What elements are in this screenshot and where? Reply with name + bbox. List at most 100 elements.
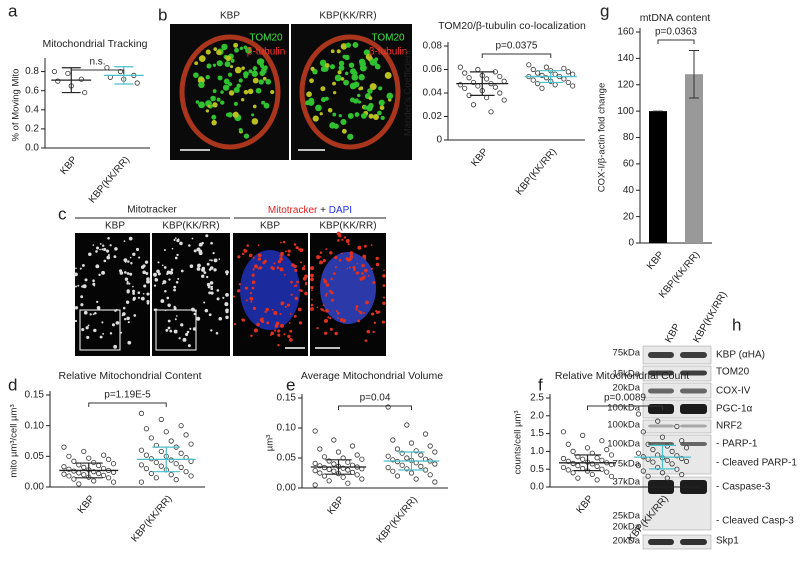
data-point bbox=[570, 470, 576, 476]
data-point bbox=[608, 473, 615, 479]
mito-signal bbox=[106, 255, 111, 260]
mito-signal bbox=[225, 55, 232, 62]
data-point bbox=[66, 466, 72, 472]
mito-signal bbox=[359, 86, 364, 91]
mito-signal bbox=[334, 74, 342, 82]
mito-signal bbox=[322, 304, 325, 307]
data-point bbox=[457, 64, 463, 70]
data-point bbox=[640, 468, 646, 474]
mito-signal bbox=[132, 298, 136, 301]
y-tick-label: 160 bbox=[617, 27, 634, 38]
data-point bbox=[158, 463, 164, 469]
mito-signal bbox=[99, 335, 103, 339]
y-tick-label: 0 bbox=[436, 135, 442, 146]
mito-signal bbox=[327, 316, 330, 319]
mito-signal bbox=[355, 308, 358, 311]
data-point bbox=[317, 463, 323, 469]
data-point bbox=[599, 457, 605, 463]
y-tick-label: 0.05 bbox=[277, 453, 297, 464]
mito-signal bbox=[348, 266, 351, 269]
panel-label: c bbox=[58, 204, 67, 223]
mito-signal bbox=[363, 312, 365, 314]
mito-signal bbox=[218, 316, 223, 321]
data-point bbox=[408, 440, 415, 446]
data-point bbox=[143, 426, 150, 432]
data-point bbox=[664, 475, 670, 481]
data-point bbox=[66, 473, 72, 479]
mito-signal bbox=[193, 249, 197, 253]
data-point bbox=[188, 473, 194, 479]
mito-signal bbox=[332, 81, 336, 86]
data-point bbox=[51, 68, 58, 75]
data-point bbox=[635, 463, 642, 469]
mito-signal bbox=[201, 274, 205, 278]
data-point bbox=[105, 475, 112, 481]
data-point bbox=[543, 75, 549, 81]
data-point bbox=[71, 476, 77, 482]
mito-signal bbox=[132, 292, 135, 295]
mito-signal bbox=[367, 274, 370, 277]
mito-signal bbox=[288, 322, 291, 324]
mito-signal bbox=[220, 100, 225, 105]
mito-signal bbox=[127, 340, 132, 345]
data-point bbox=[326, 458, 332, 464]
mito-signal bbox=[210, 291, 214, 295]
mito-signal bbox=[109, 244, 112, 247]
mito-signal bbox=[154, 278, 157, 280]
data-point bbox=[168, 472, 174, 478]
mito-signal bbox=[222, 296, 225, 299]
mito-signal bbox=[311, 298, 313, 301]
data-point bbox=[492, 84, 499, 90]
mito-signal bbox=[310, 277, 314, 282]
mito-signal bbox=[223, 78, 230, 85]
mito-signal bbox=[189, 264, 194, 269]
mito-signal bbox=[323, 310, 325, 312]
data-point bbox=[560, 464, 567, 471]
group-label: Mitotracker + DAPI bbox=[268, 205, 352, 216]
mito-signal bbox=[164, 289, 167, 293]
mito-signal bbox=[212, 63, 217, 67]
mito-signal bbox=[118, 269, 123, 273]
data-point bbox=[153, 475, 159, 481]
data-point bbox=[501, 78, 507, 84]
x-tick-label: KBP bbox=[469, 146, 491, 169]
mito-signal bbox=[378, 86, 383, 91]
mito-signal bbox=[320, 308, 323, 310]
data-point bbox=[470, 102, 477, 108]
data-point bbox=[143, 452, 150, 458]
data-point bbox=[526, 62, 532, 68]
mito-signal bbox=[107, 254, 110, 257]
mito-signal bbox=[196, 316, 201, 321]
chart-title: Relative Mitochondrial Count bbox=[555, 370, 689, 382]
mito-signal bbox=[129, 256, 132, 259]
mito-signal bbox=[221, 43, 228, 51]
y-tick-label: 0.0 bbox=[25, 143, 39, 154]
data-point bbox=[664, 457, 670, 463]
mito-signal bbox=[107, 236, 110, 240]
mito-signal bbox=[265, 78, 272, 85]
data-point bbox=[594, 477, 600, 483]
mito-signal bbox=[315, 104, 322, 112]
data-point bbox=[404, 466, 410, 472]
stain-label: β-tubulin bbox=[369, 47, 408, 58]
blot-band bbox=[680, 442, 707, 446]
significance-bracket bbox=[481, 53, 552, 58]
bar bbox=[685, 74, 703, 243]
mito-signal bbox=[310, 273, 314, 278]
mito-signal bbox=[225, 293, 229, 297]
error-bar bbox=[649, 444, 676, 470]
mito-signal bbox=[369, 58, 377, 66]
mito-signal bbox=[347, 133, 354, 140]
data-point bbox=[317, 470, 323, 476]
data-point bbox=[178, 464, 184, 470]
mito-signal bbox=[325, 248, 328, 251]
mito-signal bbox=[270, 89, 275, 95]
data-point bbox=[565, 79, 571, 86]
mito-signal bbox=[123, 240, 126, 242]
mito-signal bbox=[340, 43, 348, 50]
data-point bbox=[138, 410, 145, 416]
band-label: - PARP-1 bbox=[716, 439, 758, 450]
data-point bbox=[635, 411, 642, 417]
data-point bbox=[66, 453, 72, 459]
mito-signal bbox=[173, 305, 176, 309]
